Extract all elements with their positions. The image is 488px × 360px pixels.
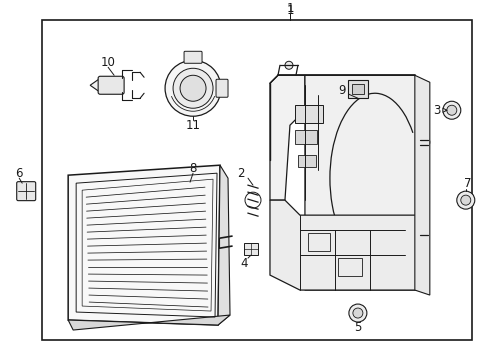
Circle shape <box>180 75 205 101</box>
Circle shape <box>456 191 474 209</box>
Text: 3: 3 <box>432 104 440 117</box>
FancyBboxPatch shape <box>17 182 36 201</box>
Circle shape <box>352 308 362 318</box>
Polygon shape <box>414 75 429 295</box>
Bar <box>347 80 367 98</box>
Text: 2: 2 <box>237 167 244 180</box>
Circle shape <box>460 195 470 205</box>
Polygon shape <box>68 315 229 330</box>
Bar <box>337 258 361 276</box>
Polygon shape <box>218 165 229 325</box>
Text: 9: 9 <box>338 84 345 97</box>
Circle shape <box>165 60 221 116</box>
Bar <box>244 243 258 255</box>
Bar <box>294 130 316 144</box>
Polygon shape <box>269 75 305 200</box>
FancyBboxPatch shape <box>216 79 227 97</box>
Circle shape <box>173 68 213 108</box>
Text: 1: 1 <box>285 4 293 17</box>
Text: 4: 4 <box>240 257 247 270</box>
Circle shape <box>418 233 428 243</box>
Text: 7: 7 <box>463 177 470 190</box>
Text: 1: 1 <box>285 2 293 15</box>
Polygon shape <box>68 165 220 325</box>
Polygon shape <box>269 200 419 290</box>
Bar <box>294 105 322 123</box>
Bar <box>297 155 315 167</box>
Circle shape <box>446 105 456 115</box>
Polygon shape <box>90 78 100 92</box>
FancyBboxPatch shape <box>98 76 124 94</box>
Text: 6: 6 <box>16 167 23 180</box>
Bar <box>351 84 363 94</box>
Bar <box>42 20 471 340</box>
Circle shape <box>348 304 366 322</box>
FancyBboxPatch shape <box>183 51 202 63</box>
Text: 11: 11 <box>185 119 200 132</box>
Bar <box>307 233 329 251</box>
Text: 5: 5 <box>353 320 361 333</box>
Circle shape <box>417 136 429 148</box>
Polygon shape <box>305 75 419 290</box>
Text: 10: 10 <box>101 56 115 69</box>
Circle shape <box>442 101 460 119</box>
Circle shape <box>285 61 292 69</box>
Text: 8: 8 <box>189 162 196 175</box>
